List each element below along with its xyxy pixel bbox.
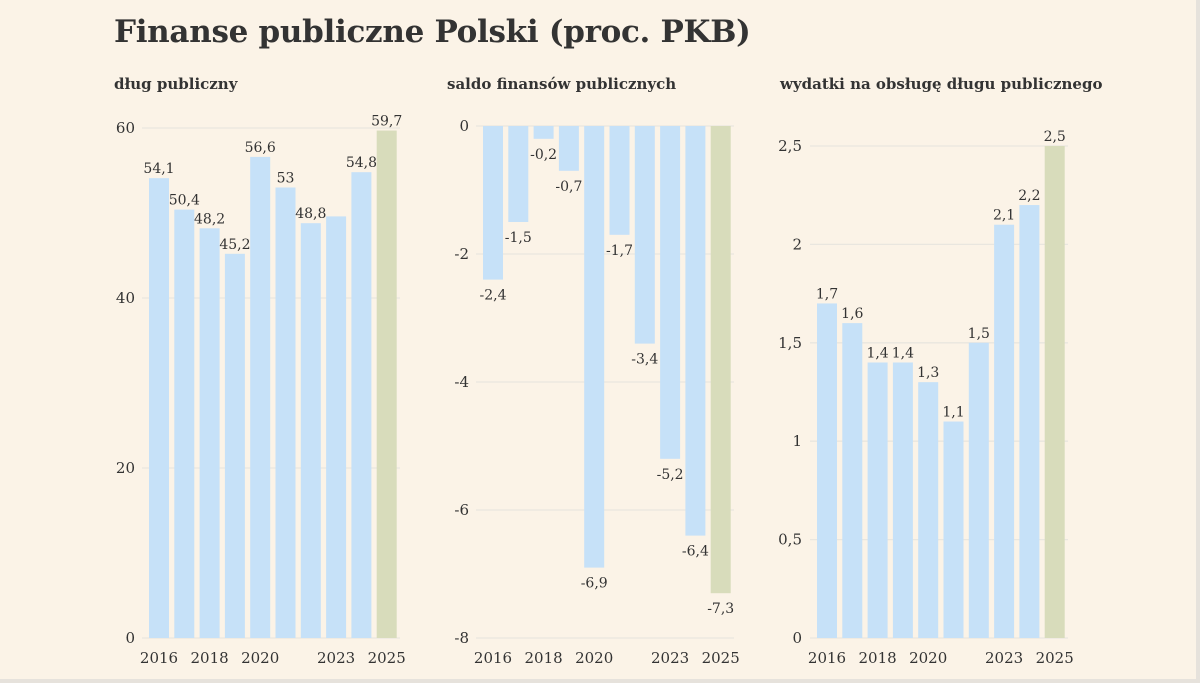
x-tick-label: 2016	[140, 649, 178, 667]
y-tick-label: 1	[792, 432, 802, 450]
y-tick-label: -8	[454, 629, 469, 647]
bar-2023	[326, 216, 347, 638]
data-label: 1,1	[942, 405, 964, 421]
y-tick-label: 1,5	[778, 334, 802, 352]
data-label: -3,4	[631, 352, 658, 368]
bar-2018	[199, 228, 220, 639]
x-tick-label: 2023	[985, 649, 1023, 667]
data-label: -5,2	[657, 467, 684, 483]
bar-2019	[224, 253, 245, 639]
y-tick-label: 0	[459, 117, 469, 135]
data-label: 1,5	[968, 326, 990, 342]
bar-2016	[483, 126, 503, 280]
y-tick-label: 0	[792, 629, 802, 647]
data-label: 48,2	[194, 211, 225, 227]
bar-2016	[817, 303, 837, 638]
data-label: 54,8	[346, 155, 377, 171]
data-label: -0,7	[555, 179, 582, 195]
y-tick-label: -6	[454, 501, 469, 519]
bar-2019	[558, 126, 579, 171]
chart-title: wydatki na obsługę długu publicznego	[779, 75, 1102, 93]
bar-2024	[685, 126, 706, 536]
bar-2024	[351, 172, 372, 638]
data-label: 2,5	[1044, 129, 1066, 145]
data-label: -0,2	[530, 147, 557, 163]
chart-panel-3: wydatki na obsługę długu publicznego 0 0,5…	[778, 75, 1102, 667]
y-tick-label: -4	[454, 373, 469, 391]
data-label: 2,1	[993, 208, 1015, 224]
data-label: 2,2	[1018, 188, 1040, 204]
bar-2017	[842, 323, 863, 638]
x-tick-label: 2016	[474, 649, 512, 667]
y-tick-label: -2	[454, 245, 469, 263]
data-label: 59,7	[371, 114, 402, 130]
data-label: -1,7	[606, 243, 633, 259]
bar-2017	[174, 209, 195, 638]
y-tick-label: 20	[116, 459, 135, 477]
bar-2025	[1044, 146, 1065, 638]
data-label: 1,4	[866, 345, 888, 361]
x-tick-label: 2025	[368, 649, 406, 667]
bar-2025	[376, 130, 397, 639]
bar-2020	[250, 156, 271, 638]
chart-panel-1: dług publiczny 0 20 40 60 54,1 2016 50,4 48,2 201…	[114, 75, 406, 667]
chart-title: dług publiczny	[114, 75, 239, 93]
data-label: -6,9	[581, 576, 608, 592]
data-label: 54,1	[143, 161, 174, 177]
data-label: 1,6	[841, 306, 863, 322]
x-tick-label: 2023	[651, 649, 689, 667]
data-label: -7,3	[707, 601, 734, 617]
bar-2023	[994, 224, 1015, 638]
page-title: Finanse publiczne Polski (proc. PKB)	[114, 14, 751, 50]
bar-2021	[609, 126, 630, 235]
bar-2022	[300, 223, 321, 638]
x-tick-label: 2023	[317, 649, 355, 667]
bar-2021	[943, 421, 964, 638]
bar-2024	[1019, 205, 1040, 639]
bar-2020	[584, 126, 605, 568]
y-tick-label: 60	[116, 119, 135, 137]
x-tick-label: 2020	[575, 649, 613, 667]
bar-2025	[710, 126, 731, 594]
data-label: -1,5	[505, 230, 532, 246]
data-label: 50,4	[169, 193, 200, 209]
y-tick-label: 2	[792, 235, 802, 253]
x-tick-label: 2018	[191, 649, 229, 667]
bar-2018	[533, 126, 554, 139]
chart-panel-2: saldo finansów publicznych 0 -2 -4 -6 -8 -2,4 2…	[447, 75, 740, 667]
bar-2019	[892, 362, 913, 638]
x-tick-label: 2020	[909, 649, 947, 667]
data-label: 53	[277, 171, 295, 187]
bar-2016	[149, 178, 169, 638]
bar-2022	[968, 342, 989, 638]
bar-2017	[508, 126, 529, 222]
data-label: 1,7	[816, 286, 838, 302]
bar-2018	[867, 362, 888, 638]
data-label: -6,4	[682, 544, 709, 560]
bar-2021	[275, 187, 296, 638]
bar-2022	[634, 126, 655, 344]
data-label: 1,4	[892, 345, 914, 361]
x-tick-label: 2018	[859, 649, 897, 667]
bar-2023	[660, 126, 681, 459]
x-tick-label: 2018	[525, 649, 563, 667]
data-label: -2,4	[480, 288, 507, 304]
data-label: 1,3	[917, 365, 939, 381]
chart-title: saldo finansów publicznych	[447, 75, 676, 93]
bar-2020	[918, 382, 939, 638]
x-tick-label: 2020	[241, 649, 279, 667]
data-label: 45,2	[219, 237, 250, 253]
y-tick-label: 0,5	[778, 531, 802, 549]
x-tick-label: 2016	[808, 649, 846, 667]
data-label: 56,6	[245, 140, 276, 156]
x-tick-label: 2025	[1036, 649, 1074, 667]
data-label: 48,8	[295, 206, 326, 222]
y-tick-label: 2,5	[778, 137, 802, 155]
x-tick-label: 2025	[702, 649, 740, 667]
y-tick-label: 0	[125, 629, 135, 647]
y-tick-label: 40	[116, 289, 135, 307]
